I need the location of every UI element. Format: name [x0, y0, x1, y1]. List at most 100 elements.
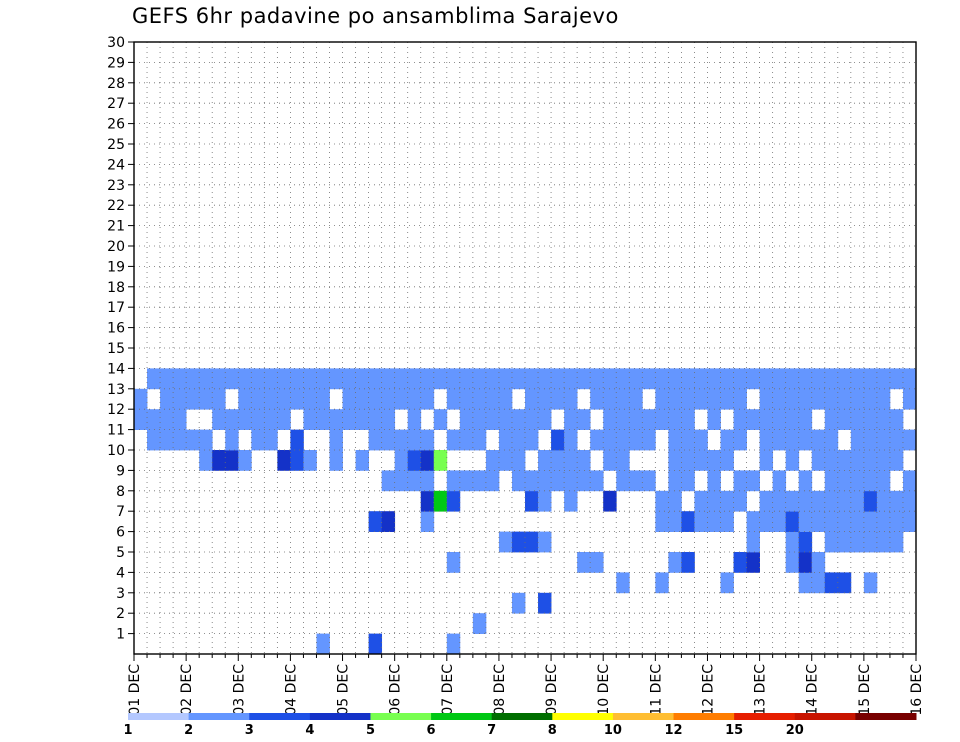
heatmap-cell	[525, 409, 539, 430]
heatmap-cell	[538, 592, 552, 614]
heatmap-cell	[720, 429, 734, 451]
heatmap-cell	[733, 388, 747, 410]
heatmap-cell	[290, 450, 304, 471]
heatmap-cell	[498, 450, 513, 471]
heatmap-cell	[355, 409, 369, 430]
y-tick-label: 13	[107, 382, 125, 398]
heatmap-cell	[472, 613, 487, 634]
heatmap-cell	[485, 409, 500, 430]
heatmap-cell	[329, 429, 343, 451]
heatmap-cell	[798, 552, 813, 573]
y-tick-label: 27	[107, 96, 125, 112]
y-tick-label: 3	[116, 586, 125, 602]
heatmap-cell	[759, 388, 774, 410]
heatmap-cell	[603, 368, 617, 390]
heatmap-cell	[655, 409, 669, 430]
heatmap-cell	[511, 592, 526, 614]
heatmap-cell	[902, 511, 917, 532]
heatmap-cell	[811, 450, 826, 471]
heatmap-cell	[420, 450, 435, 471]
heatmap-cell	[446, 490, 461, 512]
x-tick-label: 11 DEC	[648, 664, 664, 716]
heatmap-cell	[785, 368, 800, 390]
heatmap-cell	[629, 429, 643, 451]
heatmap-cell	[564, 409, 578, 430]
heatmap-cell	[733, 429, 747, 451]
x-tick-label: 16 DEC	[909, 664, 925, 716]
heatmap-cell	[511, 429, 526, 451]
heatmap-cell	[420, 511, 435, 532]
y-tick-label: 9	[116, 463, 125, 479]
heatmap-cell	[577, 552, 591, 573]
heatmap-cell	[889, 511, 904, 532]
heatmap-cell	[368, 633, 383, 655]
heatmap-cell	[368, 368, 383, 390]
heatmap-cell	[538, 388, 552, 410]
heatmap-cell	[251, 429, 265, 451]
colorbar-label: 6	[427, 723, 436, 738]
heatmap-cell	[134, 409, 148, 430]
heatmap-cell	[681, 552, 695, 573]
heatmap-cell	[798, 511, 813, 532]
heatmap-cell	[668, 409, 682, 430]
heatmap-cell	[785, 409, 800, 430]
heatmap-cell	[811, 429, 826, 451]
heatmap-cell	[863, 531, 878, 553]
heatmap-cell	[485, 368, 500, 390]
heatmap-cell	[694, 511, 708, 532]
heatmap-cell	[707, 450, 721, 471]
colorbar-label: 3	[245, 723, 254, 738]
heatmap-cell	[850, 450, 865, 471]
heatmap-cell	[498, 429, 513, 451]
heatmap-cell	[199, 450, 213, 471]
heatmap-cell	[511, 368, 526, 390]
heatmap-cell	[277, 388, 291, 410]
heatmap-cell	[525, 490, 539, 512]
y-tick-label: 26	[107, 117, 125, 133]
heatmap-cell	[446, 429, 461, 451]
heatmap-cell	[433, 368, 448, 390]
heatmap-cell	[342, 409, 356, 430]
heatmap-cell	[707, 470, 721, 492]
heatmap-cell	[264, 409, 278, 430]
heatmap-cell	[720, 572, 734, 594]
colorbar-segment	[612, 713, 675, 720]
heatmap-cell	[889, 368, 904, 390]
colorbar-label: 2	[184, 723, 193, 738]
heatmap-cell	[876, 470, 891, 492]
heatmap-cell	[225, 429, 239, 451]
y-tick-label: 15	[107, 341, 125, 357]
heatmap-cell	[707, 511, 721, 532]
heatmap-cell	[707, 409, 721, 430]
colorbar-label: 4	[305, 723, 314, 738]
heatmap-cell	[876, 368, 891, 390]
heatmap-cell	[785, 388, 800, 410]
heatmap-cell	[264, 388, 278, 410]
heatmap-cell	[173, 409, 187, 430]
heatmap-cell	[511, 450, 526, 471]
heatmap-cell	[616, 409, 630, 430]
heatmap-cell	[420, 429, 435, 451]
heatmap-cell	[811, 511, 826, 532]
x-tick-label: 03 DEC	[231, 664, 247, 716]
heatmap-cell	[551, 450, 565, 471]
heatmap-cell	[746, 531, 760, 553]
colorbar-segment	[673, 713, 735, 720]
x-tick-label: 02 DEC	[179, 664, 195, 716]
heatmap-cell	[446, 552, 461, 573]
y-tick-label: 11	[107, 423, 125, 439]
heatmap-cell	[837, 490, 852, 512]
y-tick-label: 21	[107, 219, 125, 235]
heatmap-cell	[811, 388, 826, 410]
heatmap-cell	[238, 450, 252, 471]
heatmap-cell	[394, 470, 409, 492]
heatmap-cell	[316, 368, 330, 390]
colorbar-segment	[309, 713, 371, 720]
heatmap-cell	[642, 368, 656, 390]
heatmap-cell	[538, 368, 552, 390]
heatmap-cell	[668, 368, 682, 390]
heatmap-cell	[564, 490, 578, 512]
heatmap-cell	[681, 409, 695, 430]
colorbar-label: 10	[604, 723, 622, 738]
heatmap-cell	[720, 388, 734, 410]
